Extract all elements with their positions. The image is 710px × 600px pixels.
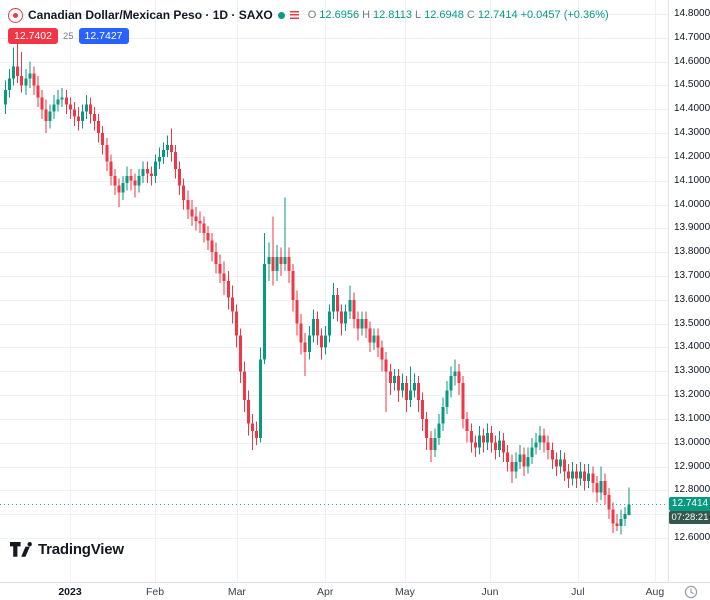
price-tick-label: 14.0000	[674, 198, 710, 210]
price-tick-label: 13.1000	[674, 412, 710, 424]
ohlc-values: O 12.6956 H 12.8113 L 12.6948 C 12.7414 +0.0…	[308, 9, 609, 21]
price-tick-label: 14.1000	[674, 174, 710, 186]
time-tick-label: Feb	[146, 586, 165, 598]
time-tick-label: 2023	[58, 586, 82, 598]
time-tick-label: Jun	[481, 586, 499, 598]
low-value: 12.6948	[424, 9, 464, 21]
time-tick-label: Aug	[645, 586, 665, 598]
candlestick-chart[interactable]	[0, 0, 668, 582]
price-tick-label: 13.4000	[674, 341, 710, 353]
price-tick-label: 13.2000	[674, 389, 710, 401]
symbol-icon	[8, 7, 23, 23]
price-tick-label: 13.7000	[674, 270, 710, 281]
legend: Canadian Dollar/Mexican Peso · 1D · SAXO…	[8, 6, 609, 44]
time-axis[interactable]: 2023 Feb Mar Apr May Jun Jul Aug	[0, 582, 710, 600]
tradingview-logo[interactable]: TradingView	[10, 541, 124, 558]
price-tick-label: 13.3000	[674, 365, 710, 377]
price-tick-label: 13.8000	[674, 246, 710, 258]
symbol-icon-core	[13, 12, 18, 18]
price-tick-label: 13.0000	[674, 436, 710, 448]
last-price-badge: 12.7414	[669, 497, 710, 512]
price-tick-label: 14.6000	[674, 55, 710, 67]
price-tick-label: 13.5000	[674, 317, 710, 329]
timezone-clock-icon[interactable]	[684, 585, 698, 599]
spread-value: 25	[62, 30, 74, 42]
symbol-title[interactable]: Canadian Dollar/Mexican Peso · 1D · SAXO	[28, 8, 273, 22]
ask-price-badge[interactable]: 12.7427	[78, 28, 129, 44]
open-value: 12.6956	[319, 9, 360, 21]
tradingview-logo-text: TradingView	[38, 541, 124, 558]
time-tick-label: Apr	[316, 586, 334, 598]
candlestick-chart-canvas[interactable]	[0, 0, 668, 582]
bid-ask-row: 12.7402 25 12.7427	[8, 28, 609, 44]
time-tick-label: Mar	[227, 586, 246, 598]
price-tick-label: 12.8000	[674, 484, 710, 496]
price-tick-label: 14.2000	[674, 150, 710, 162]
price-tick-label: 13.9000	[674, 222, 710, 234]
bar-countdown-badge: 07:28:21	[669, 511, 710, 525]
data-source-lines-icon[interactable]	[289, 11, 299, 19]
symbol-info-row: Canadian Dollar/Mexican Peso · 1D · SAXO…	[8, 6, 609, 24]
price-tick-label: 14.5000	[674, 79, 710, 91]
close-value: 12.7414	[477, 9, 518, 21]
time-tick-label: Jul	[571, 586, 585, 598]
price-tick-label: 12.6000	[674, 532, 710, 543]
tradingview-logo-icon	[10, 542, 32, 557]
low-label: L	[414, 9, 422, 21]
bid-price-badge[interactable]: 12.7402	[8, 28, 58, 44]
market-status-dot-icon[interactable]	[277, 11, 285, 19]
price-tick-label: 14.3000	[674, 127, 710, 139]
price-tick-label: 12.9000	[674, 460, 710, 472]
change-value: +0.0457 (+0.36%)	[520, 9, 609, 21]
price-tick-label: 14.7000	[674, 31, 710, 43]
close-label: C	[466, 9, 475, 21]
price-tick-label: 14.4000	[674, 103, 710, 115]
price-tick-label: 13.6000	[674, 293, 710, 305]
price-tick-label: 14.8000	[674, 8, 710, 19]
time-tick-label: May	[395, 586, 415, 598]
open-label: O	[307, 9, 317, 21]
high-value: 12.8113	[373, 9, 412, 21]
high-label: H	[362, 9, 371, 21]
price-axis[interactable]: 12.7414 07:28:21 14.8000 14.7000 14.6000 14…	[668, 0, 710, 582]
